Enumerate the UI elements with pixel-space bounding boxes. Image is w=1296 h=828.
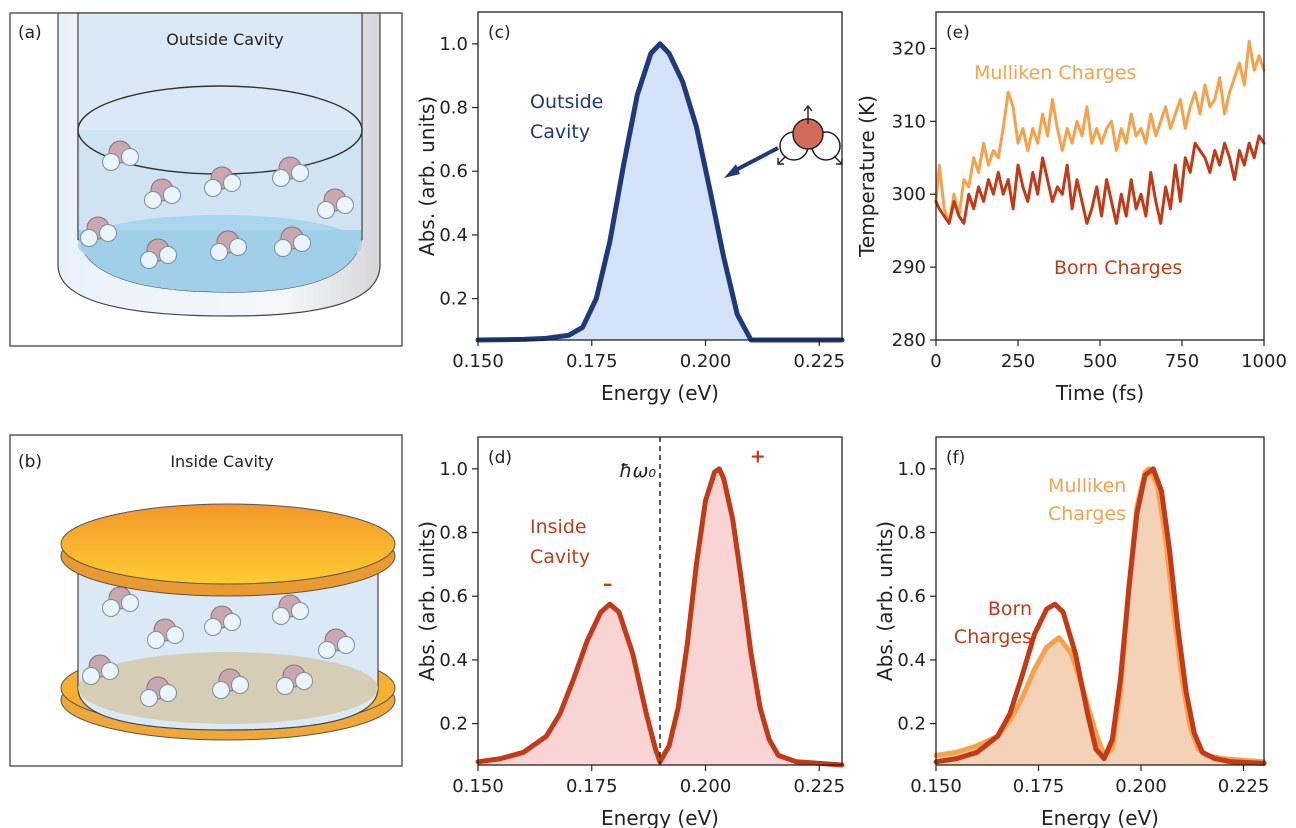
plot-frame	[477, 11, 843, 341]
x-tick-label: 0.175	[1013, 776, 1065, 797]
lower-polariton-label: –	[603, 573, 613, 595]
x-tick-label: 0.200	[680, 776, 732, 797]
panel-letter-e: (e)	[946, 23, 970, 43]
x-tick-label: 0.175	[566, 776, 618, 797]
x-tick-label: 750	[1165, 351, 1199, 372]
series-line-0	[475, 41, 845, 343]
x-tick-label: 250	[1001, 351, 1035, 372]
annotation-line: Outside	[530, 91, 603, 113]
series-line-born-charges	[934, 134, 1266, 225]
x-tick-label: 0.225	[1218, 776, 1270, 797]
y-tick-label: 280	[892, 330, 926, 351]
y-axis-label: Temperature (K)	[855, 95, 879, 258]
x-axis-label: Energy (eV)	[601, 381, 719, 405]
y-tick-label: 0.8	[439, 523, 468, 544]
chart-f: 0.150 0.175 0.200 0.225 0.2 0.4 0.6 0.8 1.0 Energ…	[873, 436, 1270, 828]
panel-letter-f: (f)	[946, 448, 965, 468]
series-fill-0	[478, 43, 842, 341]
y-tick-label: 310	[892, 111, 926, 132]
y-tick-label: 0.6	[897, 586, 926, 607]
x-tick-label: 0.225	[793, 351, 845, 372]
y-tick-label: 1.0	[439, 459, 468, 480]
upper-polariton-label: +	[750, 445, 766, 467]
panel-letter-a: (a)	[18, 23, 42, 43]
panel-a: (a) Outside Cavity	[9, 12, 403, 347]
y-tick-label: 0.4	[897, 650, 926, 671]
vibration-arrow-icon	[777, 155, 787, 165]
x-tick-label: 0.200	[1115, 776, 1167, 797]
x-tick-label: 0.150	[910, 776, 962, 797]
plot-frame	[935, 436, 1265, 766]
annotation-line: Cavity	[530, 546, 590, 568]
panel-letter-b: (b)	[18, 452, 42, 472]
y-tick-label: 1.0	[897, 459, 926, 480]
y-tick-label: 300	[892, 184, 926, 205]
vibration-arrow-icon	[803, 104, 813, 124]
y-tick-label: 1.0	[439, 34, 468, 55]
panel-letter-d: (d)	[488, 448, 512, 468]
x-tick-label: 0.150	[452, 351, 504, 372]
y-tick-label: 0.4	[439, 650, 468, 671]
label-born: Born	[988, 598, 1032, 620]
y-tick-label: 0.6	[439, 161, 468, 182]
y-tick-label: 0.2	[439, 289, 468, 310]
x-tick-label: 0.150	[452, 776, 504, 797]
x-tick-label: 0.175	[566, 351, 618, 372]
label-mulliken: Charges	[1048, 503, 1126, 525]
x-tick-label: 0.225	[793, 776, 845, 797]
x-tick-label: 500	[1083, 351, 1117, 372]
y-tick-label: 320	[892, 38, 926, 59]
x-axis-label: Time (fs)	[1055, 381, 1144, 405]
label-born: Charges	[954, 626, 1032, 648]
x-tick-label: 1000	[1241, 351, 1287, 372]
y-axis-label: Abs. (arb. units)	[415, 96, 439, 256]
caption-outside-cavity: Outside Cavity	[166, 30, 284, 49]
panel-b: (b) Inside Cavity	[9, 434, 403, 767]
x-axis-label: Energy (eV)	[1041, 806, 1159, 828]
series-line-mulliken-charges	[934, 39, 1266, 225]
chart-d: ħω₀ – +0.150 0.175 0.200 0.225 0.2 0.4 0.6 0.8 1.0…	[415, 436, 845, 828]
resonance-label: ħω₀	[619, 460, 656, 482]
vibration-arrow-icon	[833, 155, 843, 165]
y-tick-label: 0.4	[439, 225, 468, 246]
y-tick-label: 0.2	[439, 714, 468, 735]
label-mulliken: Mulliken	[1048, 475, 1126, 497]
chart-c: 0.150 0.175 0.200 0.225 0.2 0.4 0.6 0.8 1.0 Energ…	[415, 11, 845, 405]
x-tick-label: 0	[930, 351, 941, 372]
y-tick-label: 0.8	[897, 523, 926, 544]
plot-frame	[477, 436, 843, 766]
series-line-1	[933, 466, 1267, 766]
y-axis-label: Abs. (arb. units)	[415, 521, 439, 681]
y-tick-label: 0.8	[439, 98, 468, 119]
legend-mulliken: Mulliken Charges	[974, 62, 1136, 84]
pointer-arrow	[731, 146, 779, 174]
pointer-arrowhead	[724, 164, 740, 178]
chart-e: 0 250 500 750 1000 280 290 300 310 320 Time (fs) Te…	[855, 11, 1287, 405]
y-tick-label: 0.2	[897, 714, 926, 735]
y-axis-label: Abs. (arb. units)	[873, 521, 897, 681]
x-axis-label: Energy (eV)	[601, 806, 719, 828]
caption-inside-cavity: Inside Cavity	[170, 452, 273, 471]
y-tick-label: 0.6	[439, 586, 468, 607]
legend-born: Born Charges	[1054, 257, 1182, 279]
y-tick-label: 290	[892, 257, 926, 278]
annotation-line: Inside	[530, 516, 587, 538]
annotation-line: Cavity	[530, 121, 590, 143]
series-line-0	[475, 466, 845, 768]
panel-letter-c: (c)	[488, 23, 511, 43]
x-tick-label: 0.200	[680, 351, 732, 372]
